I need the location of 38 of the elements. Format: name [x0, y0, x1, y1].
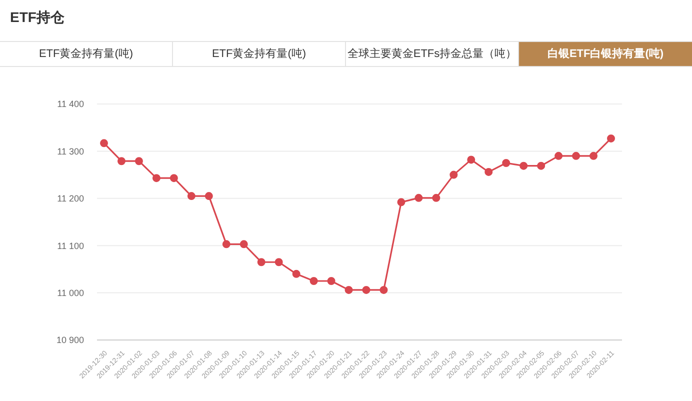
point [327, 277, 336, 285]
y-tick-label: 11 000 [57, 288, 84, 298]
point [187, 192, 196, 200]
point [502, 159, 510, 167]
point [520, 162, 528, 170]
tab[interactable]: 全球主要黄金ETFs持金总量（吨） [346, 42, 519, 66]
point [537, 162, 546, 170]
point [590, 152, 598, 160]
y-tick-label: 11 100 [57, 240, 84, 251]
point [292, 270, 300, 278]
y-tick-label: 11 200 [57, 194, 84, 204]
point [554, 152, 563, 160]
point [117, 157, 126, 166]
point [450, 170, 458, 179]
point [432, 194, 440, 202]
y-tick-label: 10 900 [56, 335, 84, 346]
point [170, 174, 178, 182]
chart-title: ETF持仓 [10, 9, 64, 27]
point [484, 168, 493, 176]
point [380, 286, 388, 294]
point [204, 192, 213, 200]
y-tick-label: 11 300 [57, 146, 84, 156]
point [240, 240, 248, 248]
point [257, 258, 266, 266]
point [152, 174, 160, 182]
point [344, 286, 353, 294]
point [362, 286, 370, 294]
point [607, 134, 615, 142]
point [572, 152, 580, 160]
point [414, 194, 423, 202]
point [274, 258, 283, 266]
point [222, 240, 230, 248]
point [467, 156, 476, 164]
y-tick-label: 11 400 [57, 99, 84, 110]
point [310, 277, 318, 285]
point [397, 198, 406, 206]
point [134, 157, 143, 166]
point [100, 139, 108, 148]
